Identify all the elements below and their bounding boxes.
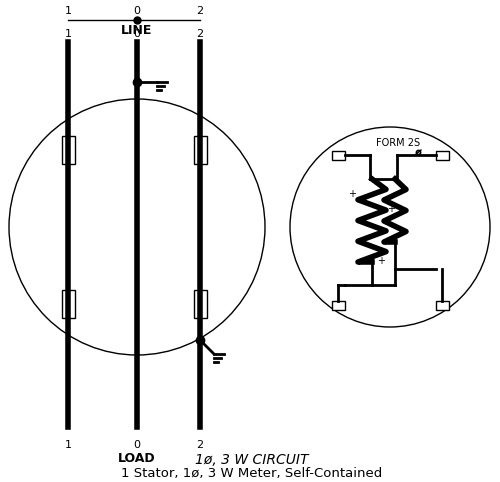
Text: 1: 1 — [64, 29, 71, 39]
Text: 2: 2 — [196, 29, 203, 39]
Text: 0: 0 — [134, 6, 140, 16]
Text: 1: 1 — [64, 440, 71, 450]
Bar — [62, 290, 74, 318]
Bar — [194, 136, 206, 164]
Text: 1 Stator, 1ø, 3 W Meter, Self-Contained: 1 Stator, 1ø, 3 W Meter, Self-Contained — [122, 467, 382, 480]
Text: +: + — [387, 204, 395, 214]
Text: LOAD: LOAD — [118, 452, 156, 465]
Text: +: + — [377, 256, 385, 266]
Bar — [194, 290, 206, 318]
Text: 2: 2 — [196, 6, 203, 16]
Bar — [332, 300, 344, 309]
Text: 2: 2 — [196, 440, 203, 450]
Bar — [332, 150, 344, 160]
Text: FORM 2S: FORM 2S — [376, 138, 420, 148]
Text: 0: 0 — [134, 440, 140, 450]
Text: 0: 0 — [134, 29, 140, 39]
Bar — [436, 150, 448, 160]
Text: LINE: LINE — [122, 24, 152, 37]
Bar — [62, 136, 74, 164]
Text: +: + — [348, 189, 356, 199]
Bar — [436, 300, 448, 309]
Text: 1: 1 — [64, 6, 71, 16]
Text: 1ø, 3 W CIRCUIT: 1ø, 3 W CIRCUIT — [195, 453, 309, 467]
